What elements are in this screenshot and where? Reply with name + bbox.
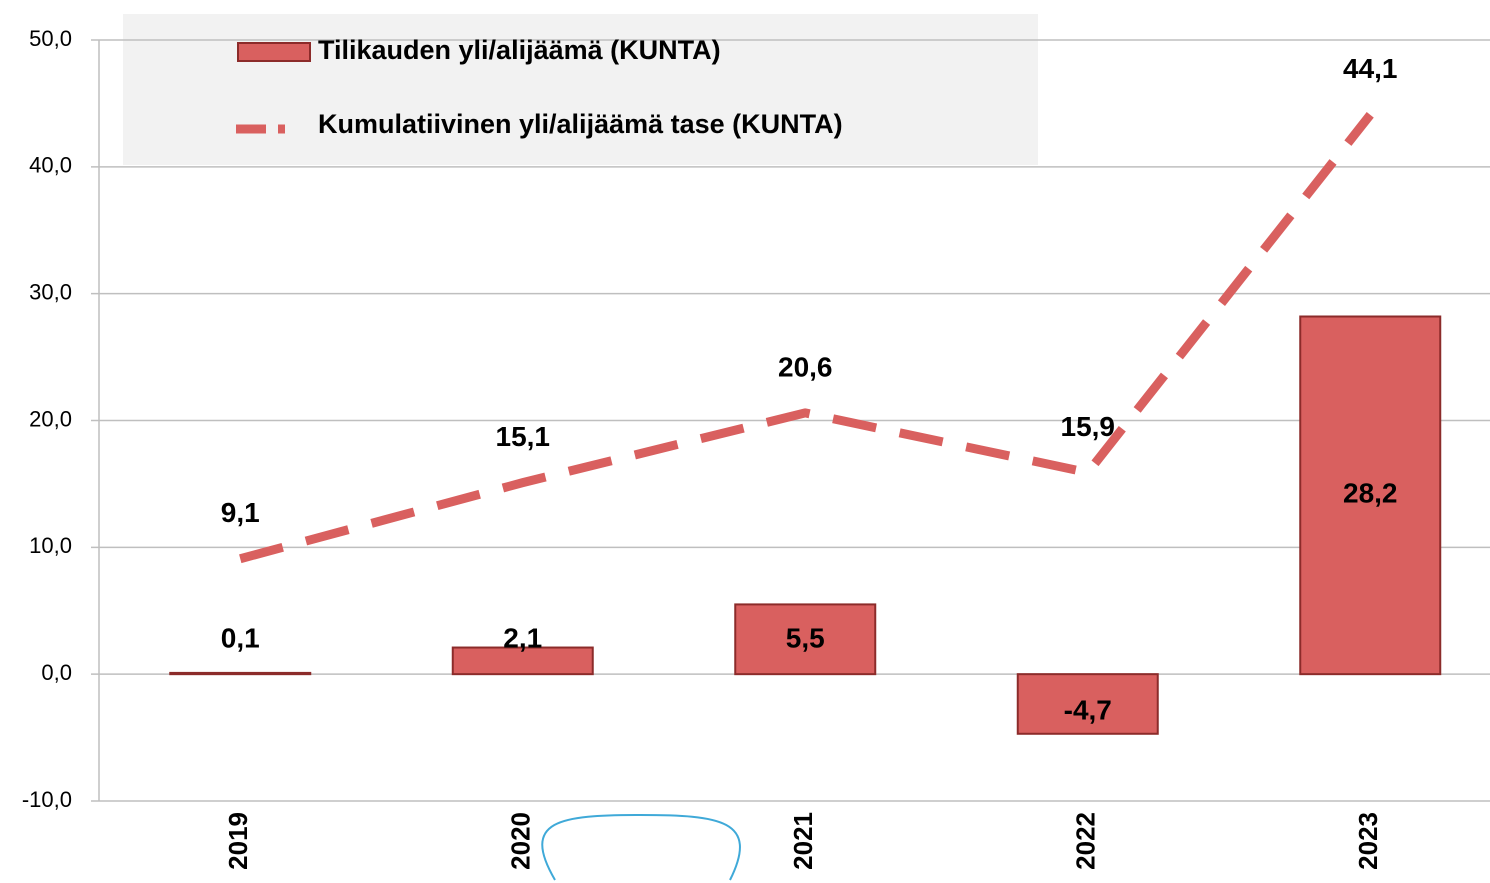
decoration [541,813,741,881]
data-label: 28,2 [1343,478,1398,509]
x-tick-label: 2021 [788,812,818,870]
data-label: 20,6 [778,351,833,382]
data-label: 44,1 [1343,53,1398,84]
legend-label: Tilikauden yli/alijäämä (KUNTA) [318,35,721,65]
bar [1299,315,1442,676]
data-label: 2,1 [503,623,542,654]
bar [451,646,594,676]
bar [734,603,877,676]
line [239,112,1374,564]
data-label: -4,7 [1064,694,1112,725]
bar [169,671,312,676]
legend-box [123,14,1038,165]
data-label: 0,1 [221,623,260,654]
data-label: 9,1 [221,497,260,528]
legend-label: Kumulatiivinen yli/alijäämä tase (KUNTA) [318,109,843,139]
y-tick-label: 0,0 [41,660,72,685]
y-tick-label: -10,0 [22,787,72,812]
data-label: 15,9 [1061,411,1116,442]
y-tick-label: 20,0 [29,406,72,431]
x-tick-label: 2019 [223,812,253,870]
x-tick-label: 2020 [506,812,536,870]
x-tick-label: 2023 [1353,812,1383,870]
y-tick-label: 40,0 [29,153,72,178]
data-label: 5,5 [786,623,825,654]
bar [1016,673,1159,735]
y-tick-label: 50,0 [29,26,72,51]
y-tick-label: 30,0 [29,279,72,304]
data-label: 15,1 [496,421,551,452]
y-tick-label: 10,0 [29,533,72,558]
x-tick-label: 2022 [1071,812,1101,870]
legend-swatch [237,42,311,62]
